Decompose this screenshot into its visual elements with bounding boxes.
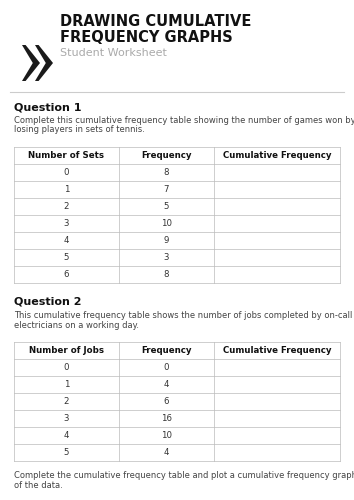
- Polygon shape: [22, 45, 40, 81]
- Text: 3: 3: [64, 219, 69, 228]
- Text: 8: 8: [164, 270, 169, 279]
- Text: This cumulative frequency table shows the number of jobs completed by on-call: This cumulative frequency table shows th…: [14, 311, 352, 320]
- Text: Question 1: Question 1: [14, 102, 81, 112]
- Text: 10: 10: [161, 219, 172, 228]
- Text: 5: 5: [164, 202, 169, 211]
- Text: DRAWING CUMULATIVE: DRAWING CUMULATIVE: [60, 14, 251, 29]
- Text: Cumulative Frequency: Cumulative Frequency: [223, 151, 331, 160]
- Text: Frequency: Frequency: [141, 346, 192, 355]
- Text: Complete this cumulative frequency table showing the number of games won by: Complete this cumulative frequency table…: [14, 116, 354, 125]
- Text: Frequency: Frequency: [141, 151, 192, 160]
- Text: 2: 2: [64, 202, 69, 211]
- Text: FREQUENCY GRAPHS: FREQUENCY GRAPHS: [60, 30, 233, 45]
- Text: losing players in sets of tennis.: losing players in sets of tennis.: [14, 126, 145, 134]
- Text: 1: 1: [64, 185, 69, 194]
- Text: Cumulative Frequency: Cumulative Frequency: [223, 346, 331, 355]
- Text: 9: 9: [164, 236, 169, 245]
- Bar: [0, 0, 354, 90]
- Text: 0: 0: [64, 168, 69, 177]
- Text: 6: 6: [64, 270, 69, 279]
- Text: of the data.: of the data.: [14, 480, 63, 490]
- Text: 10: 10: [161, 431, 172, 440]
- Text: 4: 4: [64, 431, 69, 440]
- Text: 3: 3: [64, 414, 69, 423]
- Text: electricians on a working day.: electricians on a working day.: [14, 320, 139, 330]
- Text: Student Worksheet: Student Worksheet: [60, 48, 167, 58]
- Text: 8: 8: [164, 168, 169, 177]
- Text: 0: 0: [164, 363, 169, 372]
- Text: Question 2: Question 2: [14, 297, 81, 307]
- Text: 1: 1: [64, 380, 69, 389]
- Text: Number of Sets: Number of Sets: [29, 151, 104, 160]
- Text: Complete the cumulative frequency table and plot a cumulative frequency graph: Complete the cumulative frequency table …: [14, 471, 354, 480]
- Text: 16: 16: [161, 414, 172, 423]
- Text: 4: 4: [64, 236, 69, 245]
- Text: 6: 6: [164, 397, 169, 406]
- Text: 4: 4: [164, 448, 169, 457]
- Text: 3: 3: [164, 253, 169, 262]
- Text: 7: 7: [164, 185, 169, 194]
- Text: 5: 5: [64, 448, 69, 457]
- Text: Number of Jobs: Number of Jobs: [29, 346, 104, 355]
- Text: 5: 5: [64, 253, 69, 262]
- Text: 2: 2: [64, 397, 69, 406]
- Polygon shape: [35, 45, 53, 81]
- Text: 0: 0: [64, 363, 69, 372]
- Text: 4: 4: [164, 380, 169, 389]
